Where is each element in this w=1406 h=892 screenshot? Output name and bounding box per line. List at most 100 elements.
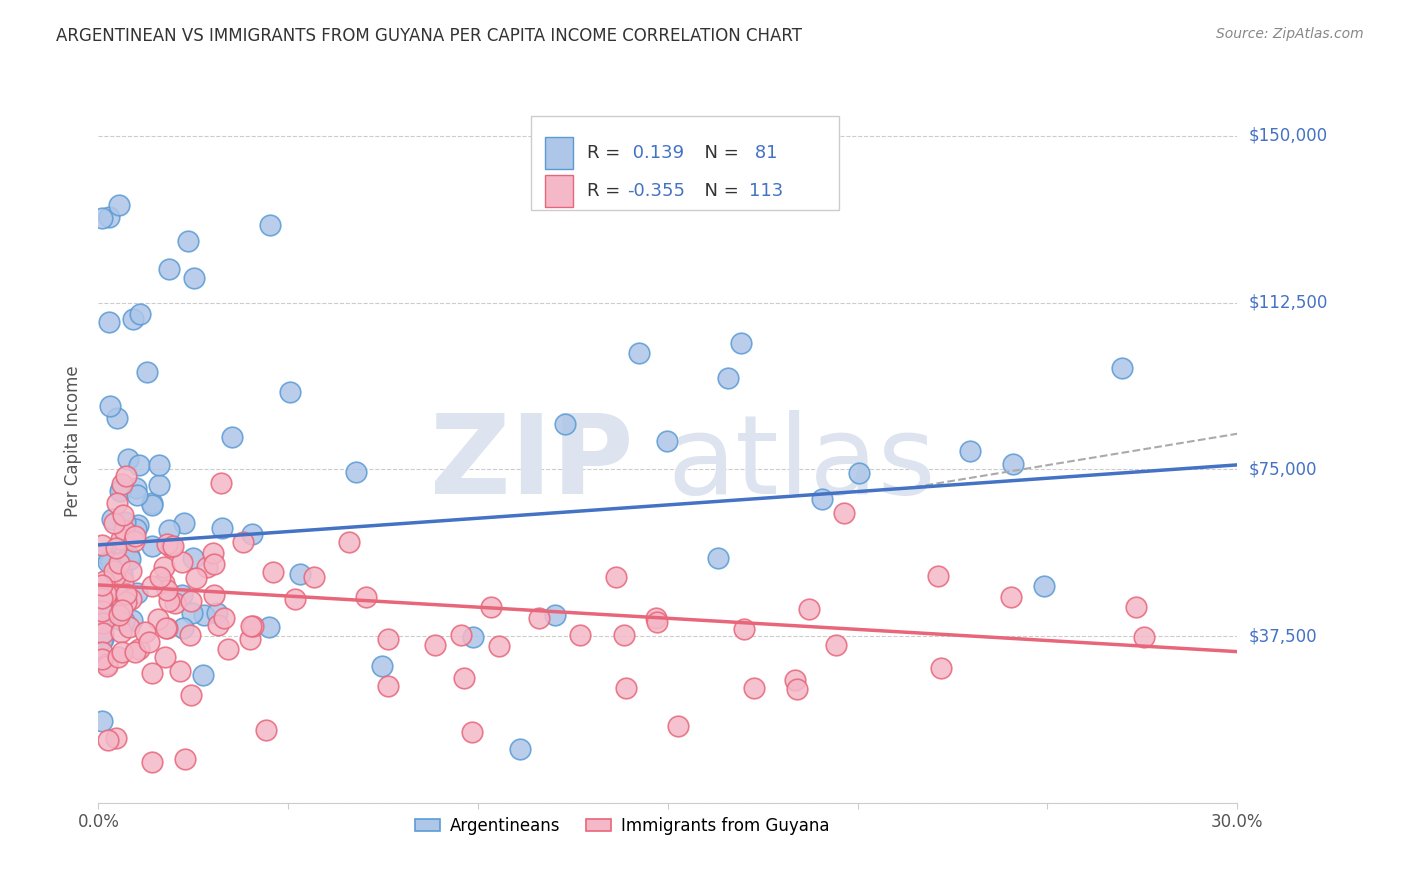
Point <box>479 599 502 614</box>
Point <box>240 619 263 633</box>
Point <box>91 633 114 648</box>
Point <box>173 516 195 530</box>
Point <box>371 658 394 673</box>
Point <box>259 218 281 232</box>
Point <box>104 568 127 582</box>
Point <box>107 607 129 621</box>
Point <box>195 560 218 574</box>
Text: N =: N = <box>693 182 744 200</box>
Point <box>91 546 114 560</box>
Point <box>169 664 191 678</box>
Point <box>262 565 284 579</box>
Point <box>170 555 193 569</box>
Point <box>927 569 949 583</box>
Point <box>141 496 163 510</box>
Text: $150,000: $150,000 <box>1249 127 1327 145</box>
Point <box>114 595 136 609</box>
Point <box>91 652 114 666</box>
Text: $75,000: $75,000 <box>1249 460 1317 478</box>
Point <box>91 537 114 551</box>
Point <box>105 731 128 745</box>
Point <box>959 444 981 458</box>
Text: 113: 113 <box>749 182 783 200</box>
Point <box>377 679 399 693</box>
Text: Source: ZipAtlas.com: Source: ZipAtlas.com <box>1216 27 1364 41</box>
Point <box>153 576 176 591</box>
Point <box>614 681 637 695</box>
Point <box>202 558 225 572</box>
Point <box>118 620 141 634</box>
Point <box>94 587 117 601</box>
Point <box>288 567 311 582</box>
Point <box>91 618 114 632</box>
Text: R =: R = <box>586 182 626 200</box>
Point <box>257 620 280 634</box>
Y-axis label: Per Capita Income: Per Capita Income <box>65 366 83 517</box>
Point <box>205 606 228 620</box>
Point <box>797 602 820 616</box>
Point <box>183 271 205 285</box>
Point <box>783 673 806 687</box>
Text: -0.355: -0.355 <box>627 182 685 200</box>
Point <box>112 523 135 537</box>
Point <box>91 616 114 631</box>
Point <box>112 574 135 589</box>
Point <box>141 540 163 554</box>
Point <box>97 588 120 602</box>
Point <box>118 552 141 566</box>
Point <box>122 311 145 326</box>
Point <box>254 723 277 738</box>
Point <box>613 628 636 642</box>
Point <box>125 586 148 600</box>
Point <box>125 522 148 536</box>
Point <box>207 617 229 632</box>
Point <box>149 570 172 584</box>
Text: R =: R = <box>586 144 626 161</box>
Text: $112,500: $112,500 <box>1249 293 1327 311</box>
Point <box>344 465 367 479</box>
Point <box>453 671 475 685</box>
Point <box>202 546 225 560</box>
Text: atlas: atlas <box>668 409 936 516</box>
Point <box>100 554 122 568</box>
Point <box>121 614 143 628</box>
Point <box>91 604 114 618</box>
Point <box>105 496 128 510</box>
Point <box>184 571 207 585</box>
Point <box>128 458 150 472</box>
Point <box>108 607 131 622</box>
Point <box>929 661 952 675</box>
Point <box>160 540 183 554</box>
Point <box>105 411 128 425</box>
Point <box>112 614 135 628</box>
Point <box>354 590 377 604</box>
Point <box>135 365 157 379</box>
Point <box>124 645 146 659</box>
Point <box>111 477 134 491</box>
Point <box>280 385 302 400</box>
Point <box>157 523 180 537</box>
Point <box>644 611 666 625</box>
Point <box>110 625 132 640</box>
Point <box>211 521 233 535</box>
Point <box>111 562 134 576</box>
Point <box>786 681 808 696</box>
Point <box>157 262 180 277</box>
Point <box>110 482 132 496</box>
Point <box>284 591 307 606</box>
Point <box>488 639 510 653</box>
Point <box>114 543 136 558</box>
Point <box>509 742 531 756</box>
Text: N =: N = <box>693 144 744 161</box>
Point <box>450 627 472 641</box>
Text: $37,500: $37,500 <box>1249 627 1317 645</box>
Point <box>111 645 134 659</box>
Point <box>98 400 121 414</box>
Point <box>91 632 114 646</box>
Point <box>97 210 120 224</box>
Point <box>156 537 179 551</box>
Point <box>214 611 236 625</box>
Point <box>105 541 128 555</box>
Point <box>568 628 591 642</box>
Point <box>304 570 326 584</box>
